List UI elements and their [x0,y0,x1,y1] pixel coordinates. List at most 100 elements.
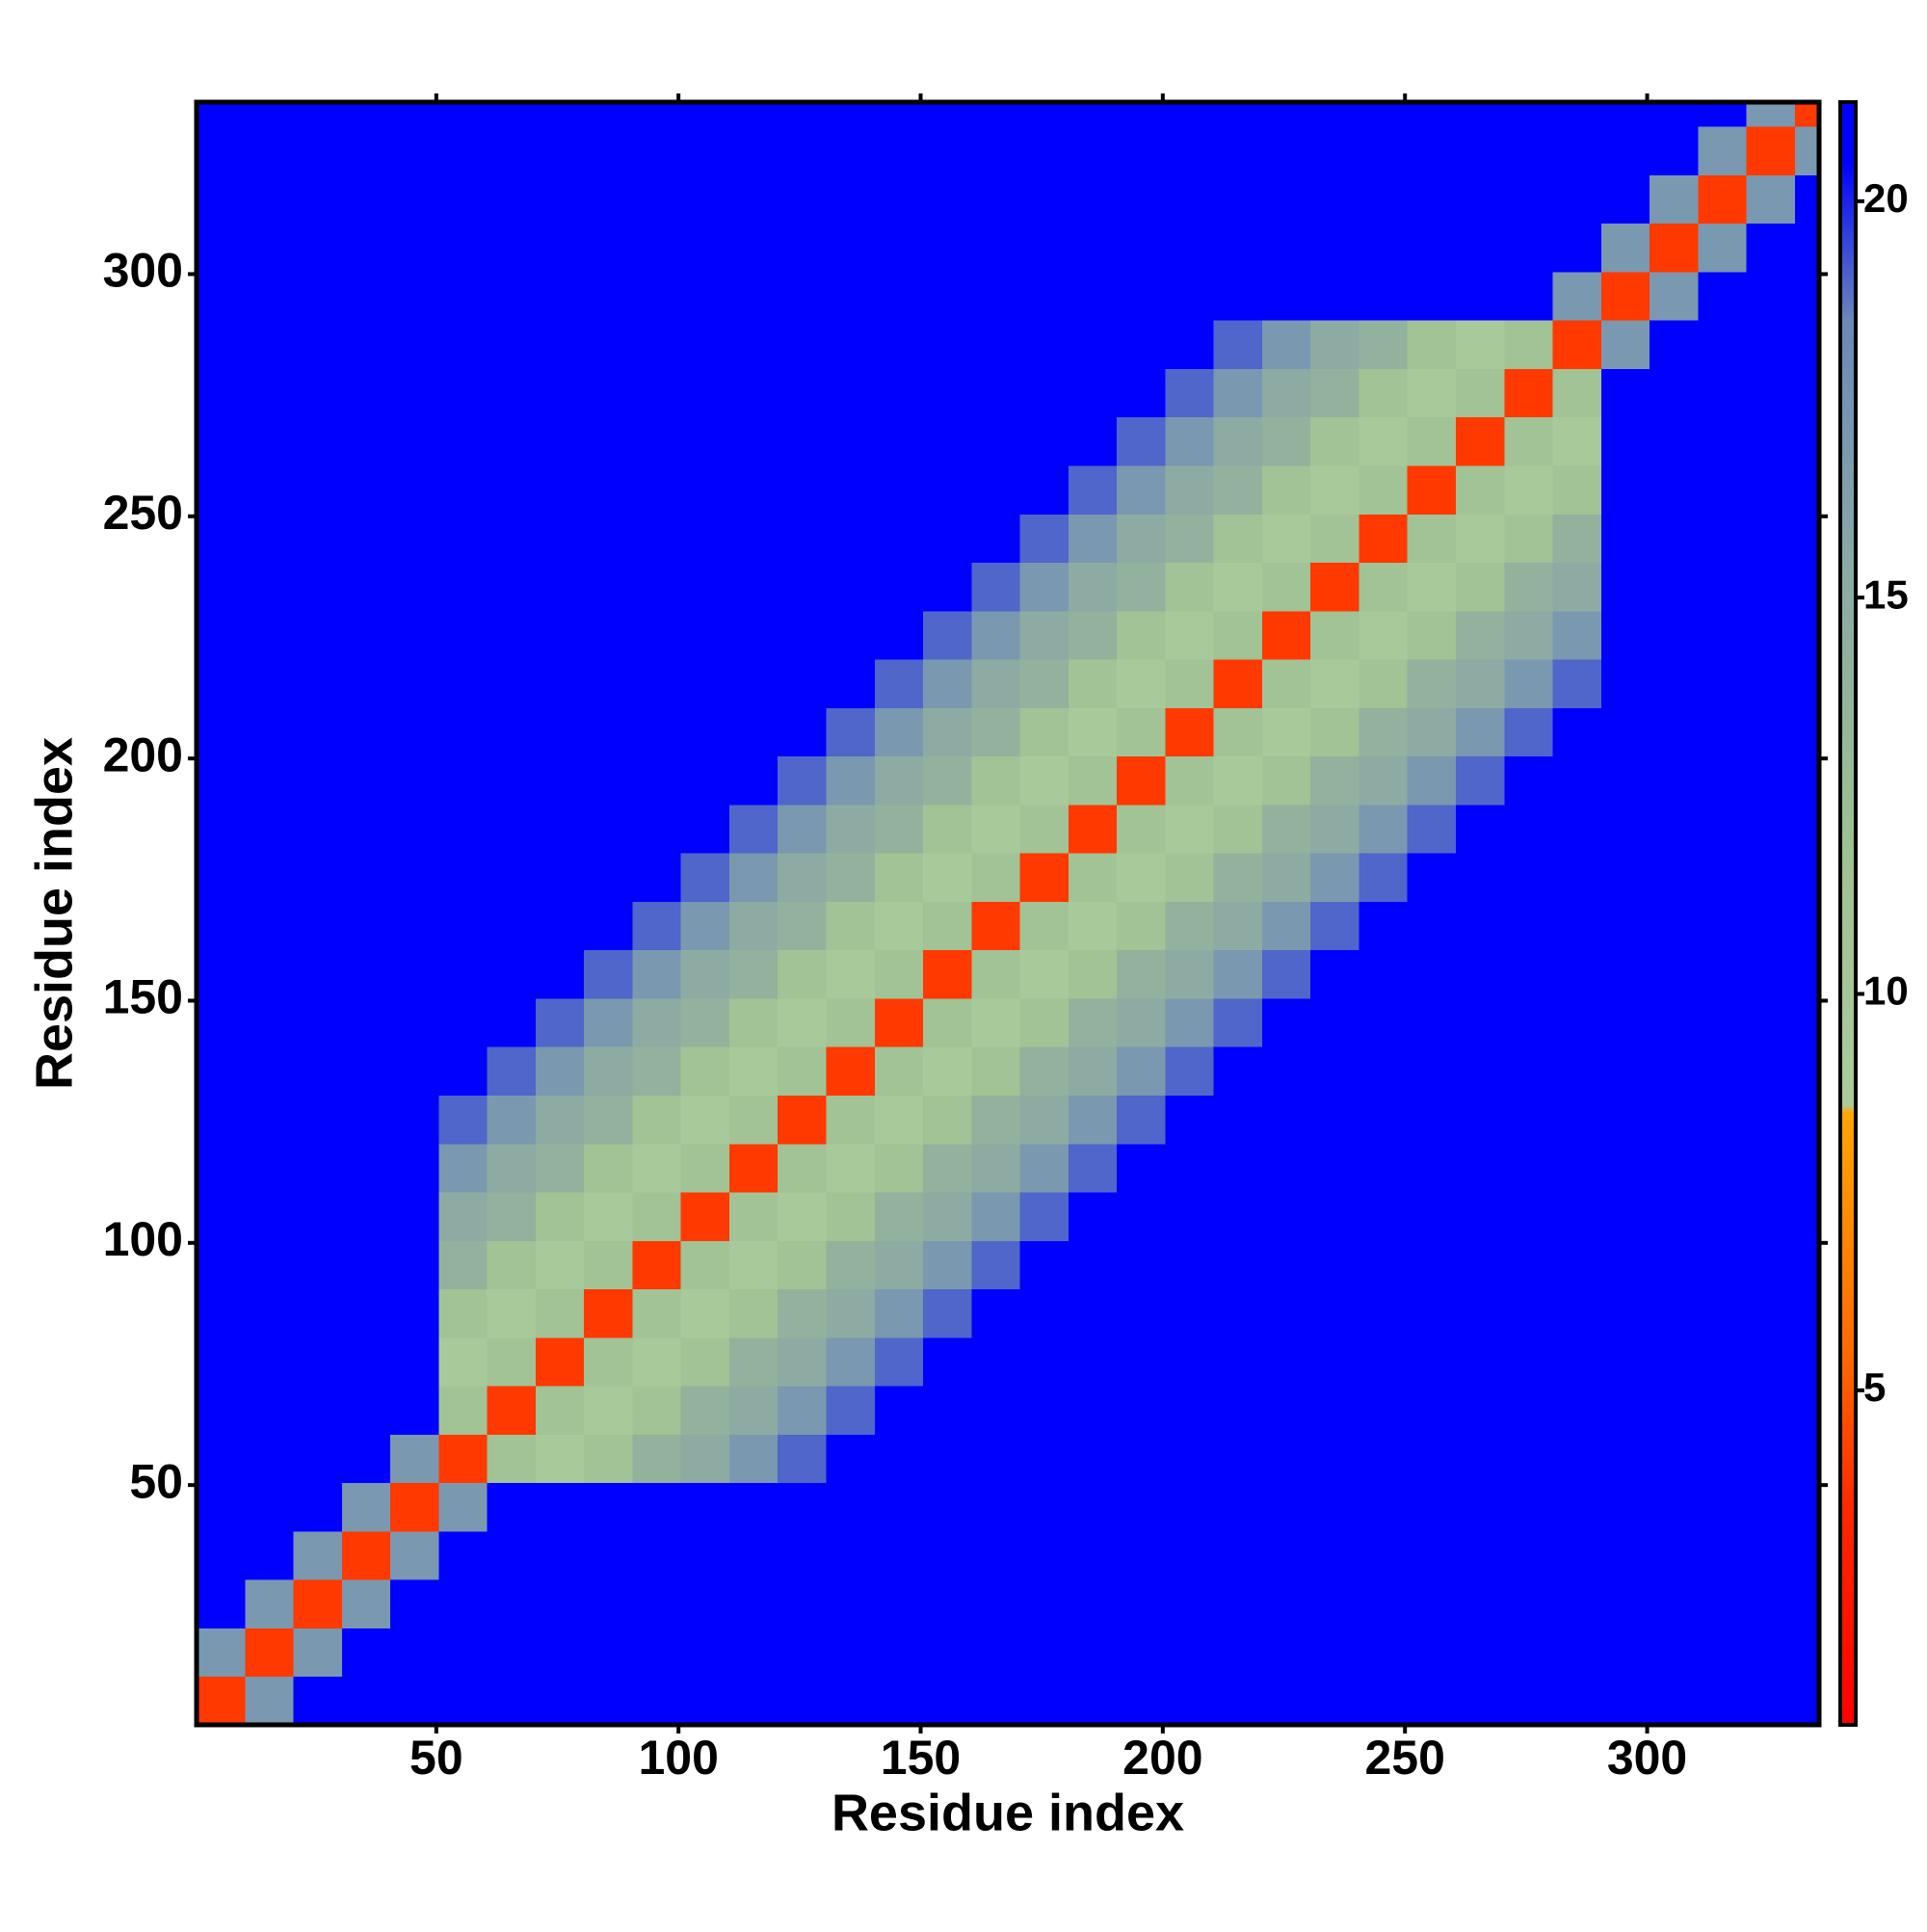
heatmap-cell [1794,755,1820,806]
heatmap-cell [1698,1192,1748,1241]
heatmap-cell [584,659,633,708]
heatmap-cell [874,610,924,660]
heatmap-cell [1407,1192,1457,1241]
heatmap-cell [1261,1095,1311,1145]
heatmap-cell [584,514,633,564]
heatmap-cell [1068,659,1118,708]
heatmap-cell [874,1579,924,1628]
heatmap-cell [1552,804,1602,854]
heatmap-cell [728,1192,779,1241]
heatmap-cell [487,997,537,1047]
heatmap-cell [1746,659,1796,708]
heatmap-cell [1698,465,1748,515]
heatmap-cell [1455,1288,1505,1338]
heatmap-cell [971,1192,1021,1241]
heatmap-cell [923,174,972,225]
heatmap-cell [826,901,876,951]
heatmap-cell [1794,1046,1820,1097]
heatmap-cell [1650,1530,1699,1580]
heatmap-cell [1117,223,1166,273]
heatmap-cell [1359,1095,1409,1145]
heatmap-cell [1698,853,1748,902]
heatmap-cell [923,1240,972,1290]
heatmap-cell [874,755,924,806]
heatmap-cell [245,1288,295,1338]
heatmap-cell [923,659,972,708]
heatmap-cell [1407,1579,1457,1628]
heatmap-cell [1019,1240,1069,1290]
heatmap-cell [341,223,391,273]
heatmap-cell [293,174,343,225]
heatmap-cell [584,949,633,999]
heatmap-cell [1019,755,1069,806]
heatmap-cell [1261,368,1311,418]
heatmap-cell [1117,1288,1166,1338]
heatmap-cell [197,126,246,175]
heatmap-cell [1407,174,1457,225]
heatmap-cell [535,102,585,127]
heatmap-cell [1552,1337,1602,1387]
heatmap-cell [728,1482,779,1532]
heatmap-cell [680,804,730,854]
heatmap-cell [293,997,343,1047]
heatmap-cell [438,1095,488,1145]
heatmap-cell [1310,320,1359,369]
heatmap-cell [341,1628,391,1678]
heatmap-cell [293,514,343,564]
heatmap-cell [584,1386,633,1435]
heatmap-cell [1698,1046,1748,1097]
heatmap-cell [584,707,633,757]
heatmap [197,102,1820,1726]
heatmap-cell [341,562,391,612]
heatmap-cell [680,102,730,127]
heatmap-cell [341,1676,391,1726]
heatmap-cell [1359,1337,1409,1387]
heatmap-cell [1117,562,1166,612]
heatmap-cell [874,901,924,951]
heatmap-cell [971,368,1021,418]
heatmap-cell [197,223,246,273]
heatmap-cell [1019,804,1069,854]
heatmap-cell [1310,102,1359,127]
heatmap-cell [1310,804,1359,854]
heatmap-cell [438,1530,488,1580]
heatmap-cell [680,126,730,175]
heatmap-cell [1068,320,1118,369]
heatmap-cell [632,465,682,515]
heatmap-cell [1650,514,1699,564]
heatmap-cell [1165,174,1215,225]
heatmap-cell [1019,659,1069,708]
heatmap-cell [1213,126,1263,175]
heatmap-cell [341,1143,391,1193]
heatmap-cell [1746,1676,1796,1726]
heatmap-cell [1455,1046,1505,1097]
heatmap-cell [1746,465,1796,515]
heatmap-cell [923,997,972,1047]
heatmap-cell [341,1288,391,1338]
heatmap-cell [971,320,1021,369]
heatmap-cell [1794,514,1820,564]
heatmap-cell [1504,1628,1554,1678]
heatmap-cell [1504,1579,1554,1628]
heatmap-cell [1746,804,1796,854]
heatmap-cell [1552,949,1602,999]
heatmap-cell [1407,465,1457,515]
heatmap-cell [1213,1192,1263,1241]
heatmap-cell [197,1530,246,1580]
heatmap-cell [1455,853,1505,902]
heatmap-cell [1213,1628,1263,1678]
heatmap-cell [1455,1386,1505,1435]
heatmap-cell [971,174,1021,225]
heatmap-cell [778,1628,827,1678]
heatmap-cell [874,271,924,321]
heatmap-cell [1746,1434,1796,1484]
heatmap-cell [1213,320,1263,369]
heatmap-cell [1117,997,1166,1047]
heatmap-cell [826,223,876,273]
y-tick-label: 250 [103,486,183,540]
heatmap-cell [487,271,537,321]
heatmap-cell [1407,1240,1457,1290]
heatmap-cell [826,1288,876,1338]
heatmap-cell [1213,804,1263,854]
heatmap-cell [1019,271,1069,321]
